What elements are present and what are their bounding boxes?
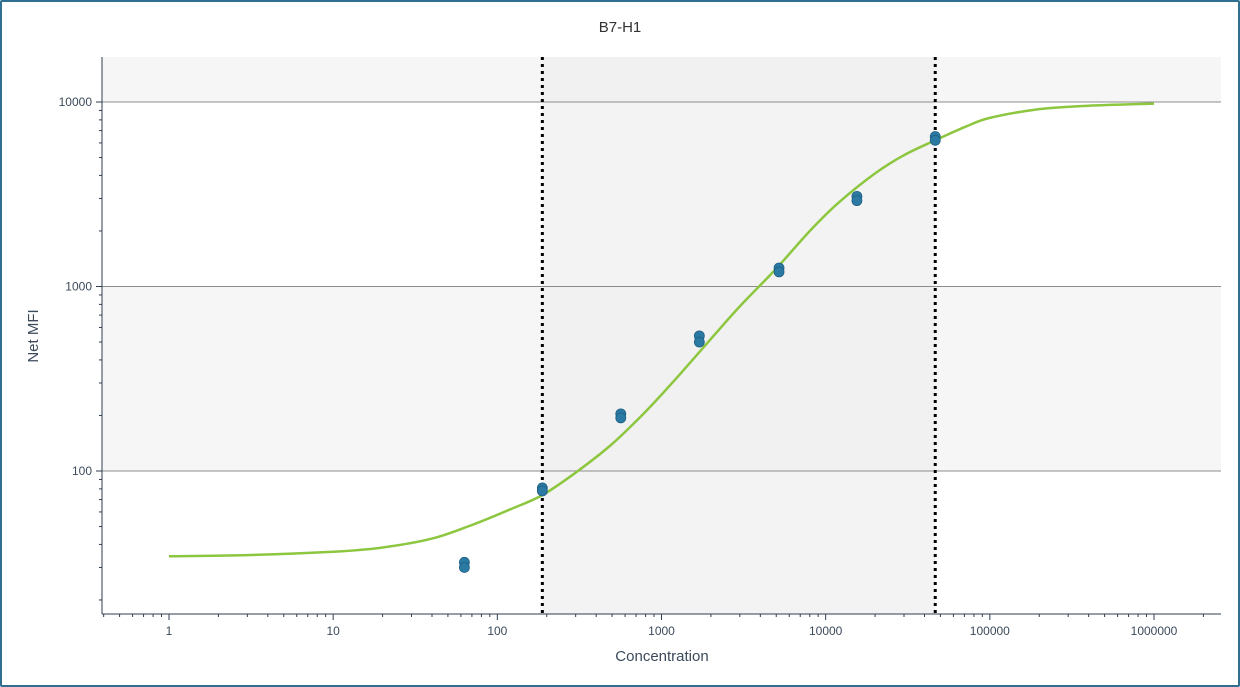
data-points-layer [458,131,941,573]
x-tick-label: 1000000 [1131,624,1178,638]
data-point [851,195,863,207]
data-point [536,485,548,497]
x-axis-ticks: 1 10 100 1000 10000 100000 1000000 [103,614,1204,638]
y-tick-label: 100 [72,464,92,478]
data-point [693,336,705,348]
fit-curve-layer [168,102,1155,558]
x-axis-title: Concentration [615,648,708,665]
y-tick-label: 1000 [65,280,92,294]
x-tick-label: 10 [326,624,340,638]
chart-title: B7-H1 [598,19,642,36]
x-tick-label: 100 [487,624,507,638]
range-limit-lines [540,57,937,614]
data-point [773,266,785,278]
shaded-range [542,57,936,614]
data-point [458,562,470,573]
fit-curve [168,102,1155,558]
y-axis-ticks: 100 1000 10000 [59,95,102,601]
quantifiable-range-shading [542,57,936,614]
x-tick-label: 10000 [809,624,843,638]
x-tick-label: 1000 [648,624,675,638]
y-axis-title: Net MFI [25,309,42,362]
x-tick-label: 1 [166,624,173,638]
x-tick-label: 100000 [970,624,1010,638]
data-point [929,134,941,146]
y-tick-label: 10000 [59,95,93,109]
grid-lines [102,101,1221,472]
data-point [615,412,627,424]
